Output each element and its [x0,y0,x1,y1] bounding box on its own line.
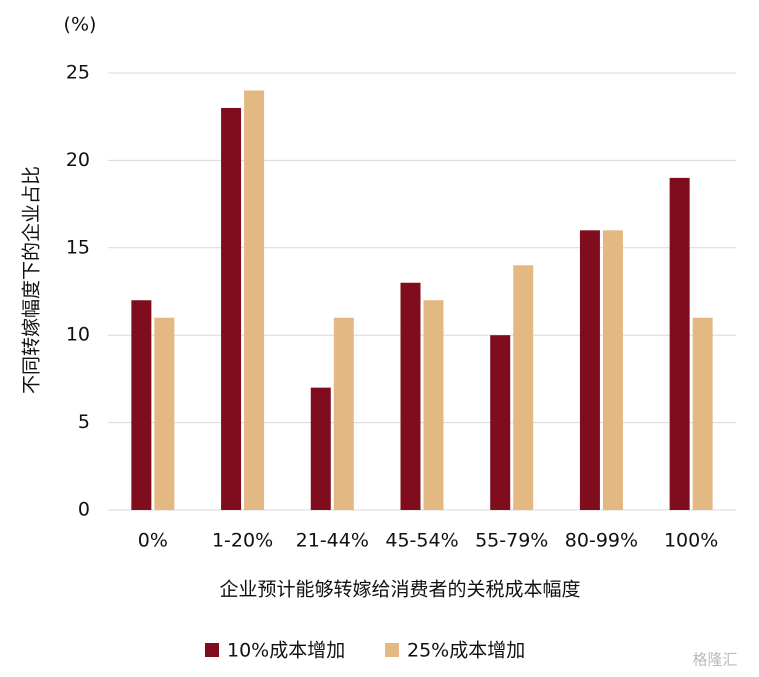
y-tick-label: 5 [78,411,90,433]
unit-label: (%) [64,14,97,36]
legend-swatch [385,643,399,657]
bar [310,387,331,510]
bar [579,230,600,510]
y-tick-label: 15 [66,236,90,258]
bar [692,317,713,510]
bar [221,107,242,511]
y-tick-label: 25 [66,62,90,84]
legend-label: 10%成本增加 [227,640,345,662]
y-tick-label: 10 [66,324,90,346]
bar [244,90,265,510]
bar [333,317,354,510]
x-tick-label: 100% [664,530,718,552]
x-tick-label: 45-54% [385,530,458,552]
y-tick-label: 0 [78,499,90,521]
bar [669,177,690,510]
legend-label: 25%成本增加 [407,640,525,662]
y-axis-label: 不同转嫁幅度下的企业占比 [21,166,43,394]
bar [131,300,152,510]
x-axis-label: 企业预计能够转嫁给消费者的关税成本幅度 [219,579,580,601]
bar [602,230,623,510]
x-tick-label: 55-79% [475,530,548,552]
x-tick-label: 0% [138,530,168,552]
y-tick-label: 20 [66,149,90,171]
bar [513,265,534,510]
legend-swatch [205,643,219,657]
x-tick-label: 1-20% [212,530,273,552]
x-tick-label: 80-99% [565,530,638,552]
bar [490,335,511,510]
watermark: 格隆汇 [692,651,737,669]
bar [154,317,175,510]
x-tick-label: 21-44% [296,530,369,552]
bar [400,282,421,510]
bar [423,300,444,510]
